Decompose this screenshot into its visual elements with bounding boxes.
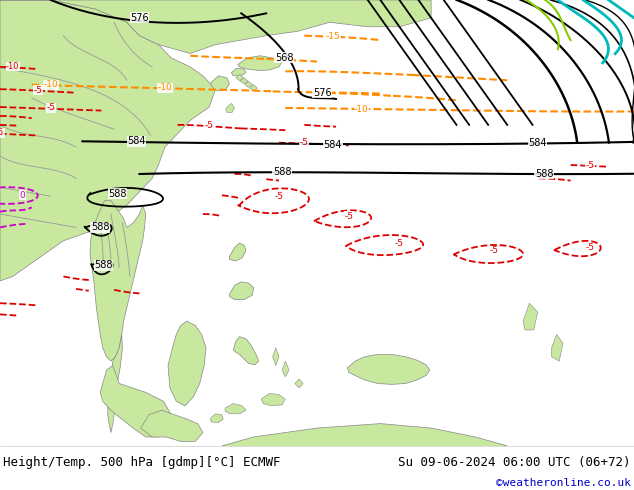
Polygon shape xyxy=(240,77,248,84)
Polygon shape xyxy=(261,393,285,406)
Text: 588: 588 xyxy=(273,167,292,177)
Text: 568: 568 xyxy=(275,53,294,63)
Text: 576: 576 xyxy=(130,13,149,23)
Polygon shape xyxy=(295,379,303,388)
Polygon shape xyxy=(273,348,279,366)
Text: 584: 584 xyxy=(528,138,547,147)
Text: ©weatheronline.co.uk: ©weatheronline.co.uk xyxy=(496,478,631,489)
Polygon shape xyxy=(210,414,223,423)
Polygon shape xyxy=(90,201,146,361)
Polygon shape xyxy=(231,68,246,76)
Text: 588: 588 xyxy=(534,169,553,179)
Polygon shape xyxy=(236,74,243,81)
Text: -5: -5 xyxy=(344,212,353,221)
Polygon shape xyxy=(230,243,246,261)
Polygon shape xyxy=(282,361,289,377)
Text: 588: 588 xyxy=(91,222,110,232)
Text: -5: -5 xyxy=(46,103,55,112)
Text: Height/Temp. 500 hPa [gdmp][°C] ECMWF: Height/Temp. 500 hPa [gdmp][°C] ECMWF xyxy=(3,456,281,469)
Polygon shape xyxy=(250,85,257,91)
Text: -5: -5 xyxy=(585,161,594,171)
Polygon shape xyxy=(225,404,246,414)
Polygon shape xyxy=(238,56,282,71)
Text: 588: 588 xyxy=(108,189,127,199)
Text: -5: -5 xyxy=(300,138,309,147)
Polygon shape xyxy=(0,0,216,281)
Polygon shape xyxy=(347,354,430,384)
Text: 584: 584 xyxy=(127,136,146,147)
Text: -10: -10 xyxy=(43,80,58,89)
Polygon shape xyxy=(0,0,431,53)
Text: -5: -5 xyxy=(490,246,499,255)
Polygon shape xyxy=(226,103,235,112)
Text: -5: -5 xyxy=(0,128,4,137)
Text: Su 09-06-2024 06:00 UTC (06+72): Su 09-06-2024 06:00 UTC (06+72) xyxy=(398,456,631,469)
Text: 584: 584 xyxy=(323,140,342,150)
Polygon shape xyxy=(211,76,230,91)
Polygon shape xyxy=(523,303,538,330)
Text: 588: 588 xyxy=(94,260,113,270)
Polygon shape xyxy=(222,423,507,455)
Polygon shape xyxy=(230,282,254,300)
Text: -5: -5 xyxy=(275,192,283,201)
Text: -5: -5 xyxy=(585,243,594,252)
Text: -5: -5 xyxy=(34,86,42,95)
Text: 0: 0 xyxy=(19,191,25,200)
Polygon shape xyxy=(108,334,122,433)
Polygon shape xyxy=(100,366,171,437)
Polygon shape xyxy=(168,321,206,406)
Text: -10: -10 xyxy=(354,105,369,114)
Text: -5: -5 xyxy=(205,121,214,130)
Text: -15: -15 xyxy=(325,32,340,41)
Polygon shape xyxy=(141,410,203,441)
Polygon shape xyxy=(233,337,259,365)
Text: 576: 576 xyxy=(313,88,332,98)
Text: -10: -10 xyxy=(6,62,20,71)
Polygon shape xyxy=(245,81,252,87)
Polygon shape xyxy=(552,334,563,361)
Text: -5: -5 xyxy=(395,239,404,247)
Text: -10: -10 xyxy=(157,83,172,92)
